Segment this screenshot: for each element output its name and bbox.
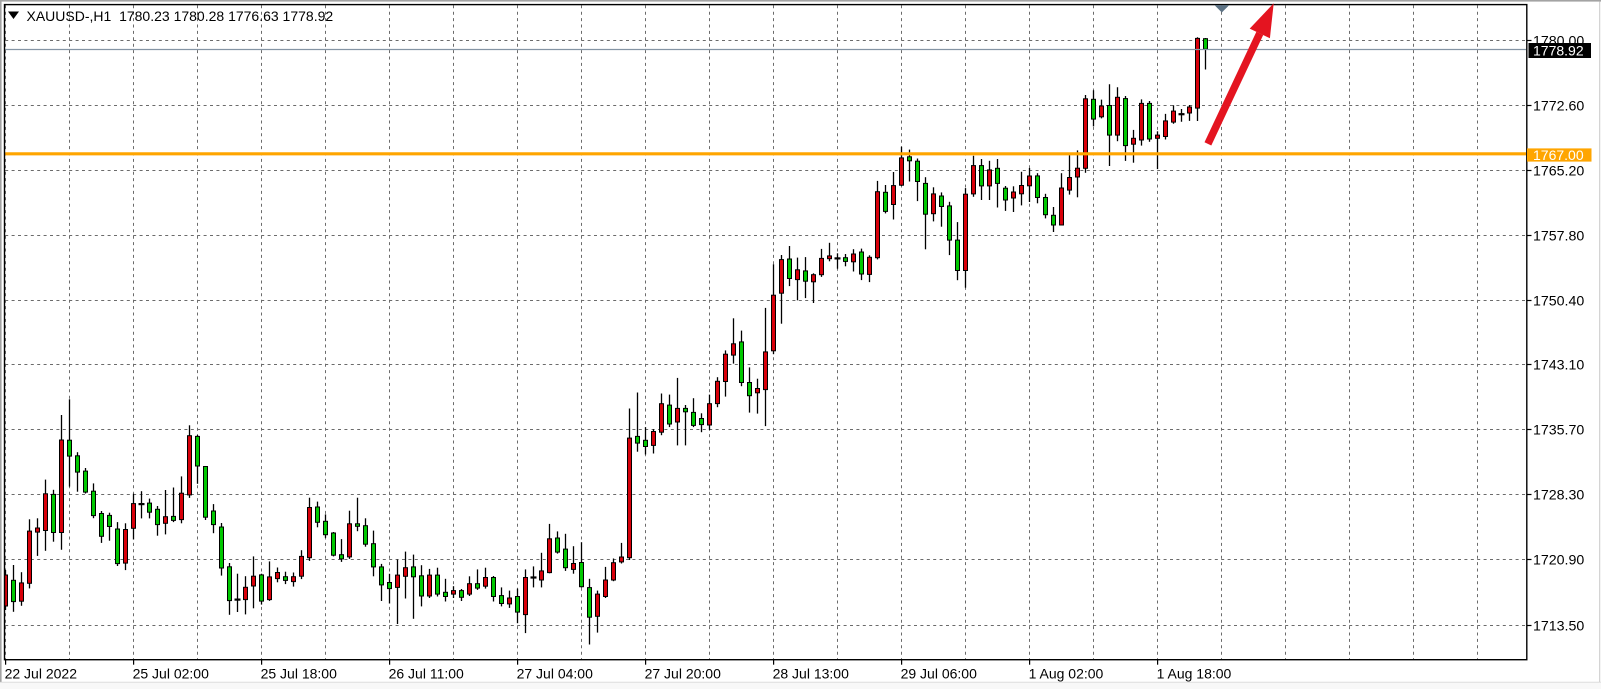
svg-text:1720.90: 1720.90 xyxy=(1533,553,1584,569)
svg-text:1757.80: 1757.80 xyxy=(1533,229,1584,245)
svg-text:26 Jul 11:00: 26 Jul 11:00 xyxy=(389,666,464,682)
svg-text:25 Jul 18:00: 25 Jul 18:00 xyxy=(261,666,337,682)
svg-text:1713.50: 1713.50 xyxy=(1533,619,1584,635)
svg-text:1735.70: 1735.70 xyxy=(1533,423,1584,439)
svg-text:27 Jul 04:00: 27 Jul 04:00 xyxy=(517,666,593,682)
svg-text:1743.10: 1743.10 xyxy=(1533,358,1584,374)
svg-text:1765.20: 1765.20 xyxy=(1533,164,1584,180)
svg-text:1778.92: 1778.92 xyxy=(1533,43,1584,59)
svg-text:1 Aug 02:00: 1 Aug 02:00 xyxy=(1029,666,1104,682)
svg-text:27 Jul 20:00: 27 Jul 20:00 xyxy=(645,666,721,682)
svg-text:1750.40: 1750.40 xyxy=(1533,294,1584,310)
svg-text:29 Jul 06:00: 29 Jul 06:00 xyxy=(901,666,977,682)
svg-text:1767.00: 1767.00 xyxy=(1533,147,1584,163)
svg-text:28 Jul 13:00: 28 Jul 13:00 xyxy=(773,666,849,682)
svg-text:22 Jul 2022: 22 Jul 2022 xyxy=(5,666,78,682)
svg-text:1772.60: 1772.60 xyxy=(1533,99,1584,115)
svg-text:1 Aug 18:00: 1 Aug 18:00 xyxy=(1157,666,1232,682)
svg-text:1728.30: 1728.30 xyxy=(1533,488,1584,504)
svg-text:25 Jul 02:00: 25 Jul 02:00 xyxy=(133,666,209,682)
svg-text:XAUUSD-,H1 1780.23 1780.28 17: XAUUSD-,H1 1780.23 1780.28 1776.63 1778.… xyxy=(27,8,334,24)
